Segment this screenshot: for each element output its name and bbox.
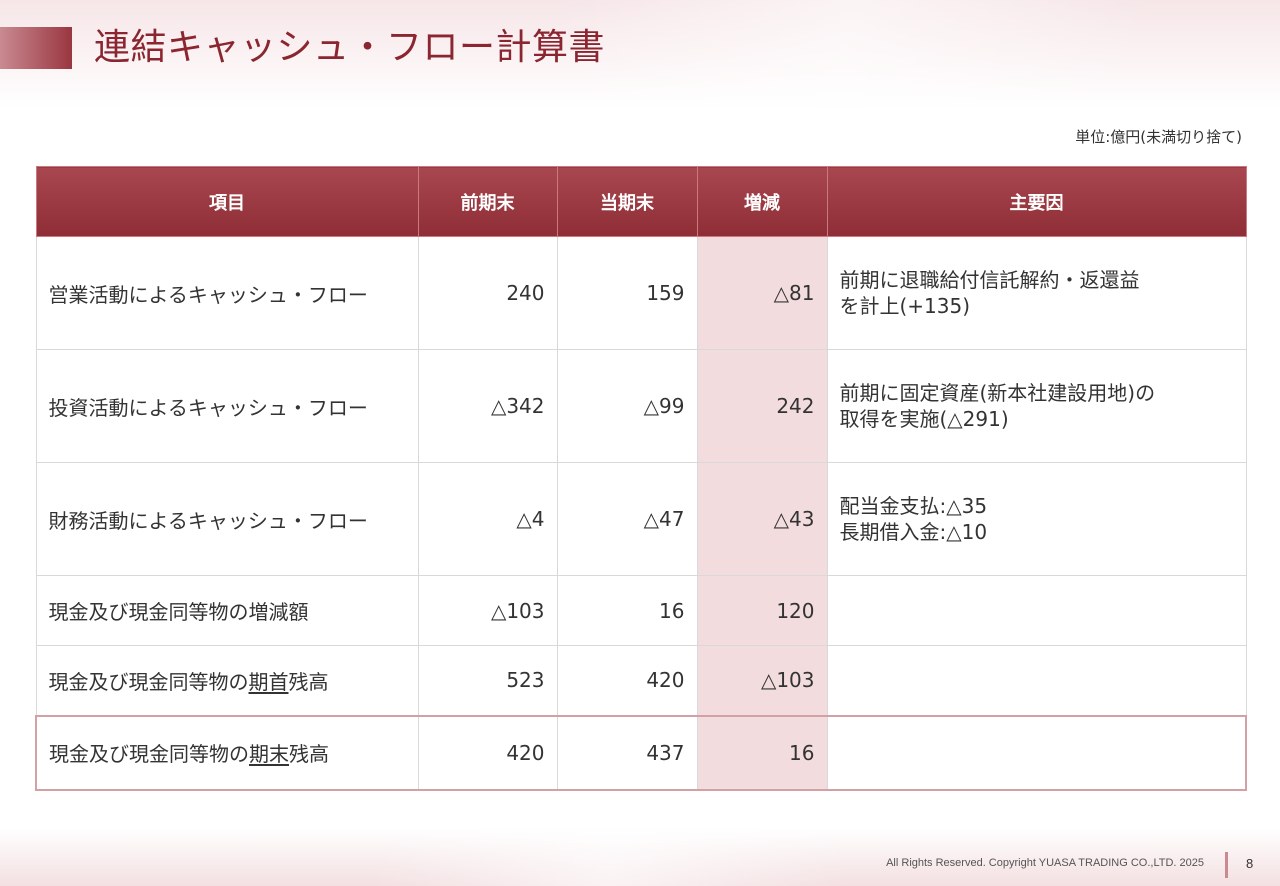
- reason-line: 長期借入金:△10: [839, 520, 988, 544]
- page-title: 連結キャッシュ・フロー計算書: [94, 27, 606, 68]
- row-item: 現金及び現金同等物の増減額: [35, 575, 419, 646]
- reason-line: 前期に固定資産(新本社建設用地)の: [839, 381, 1156, 405]
- item-suffix: 残高: [288, 669, 329, 694]
- table-row: 営業活動によるキャッシュ・フロー 240 159 △81 前期に退職給付信託解約…: [35, 236, 1247, 350]
- row-item: 投資活動によるキャッシュ・フロー: [35, 349, 419, 463]
- row-item: 現金及び現金同等物の期首残高: [35, 645, 419, 716]
- row-change-value: △81: [696, 236, 828, 350]
- reason-line: 取得を実施(△291): [839, 407, 1009, 431]
- row-prev-value: 420: [417, 714, 558, 791]
- row-change-value: △103: [696, 645, 828, 716]
- row-reason: [826, 575, 1247, 646]
- header-item: 項目: [35, 166, 419, 237]
- header-band: [0, 0, 1280, 108]
- row-prev-value: 523: [417, 645, 558, 716]
- row-reason: 配当金支払:△35 長期借入金:△10: [826, 462, 1247, 576]
- header-prev-period: 前期末: [417, 166, 558, 237]
- row-reason: 前期に固定資産(新本社建設用地)の 取得を実施(△291): [826, 349, 1247, 463]
- row-current-value: 437: [556, 714, 698, 791]
- row-prev-value: 240: [417, 236, 558, 350]
- copyright-text: All Rights Reserved. Copyright YUASA TRA…: [886, 857, 1204, 869]
- table-row: 現金及び現金同等物の増減額 △103 16 120: [35, 575, 1247, 646]
- row-prev-value: △103: [417, 575, 558, 646]
- row-item: 営業活動によるキャッシュ・フロー: [35, 236, 419, 350]
- header-current-period: 当期末: [556, 166, 698, 237]
- item-suffix: 残高: [289, 742, 329, 766]
- row-current-value: △47: [556, 462, 698, 576]
- row-change-value: 16: [696, 714, 828, 791]
- row-prev-value: △4: [417, 462, 558, 576]
- row-change-value: 242: [696, 349, 828, 463]
- table-row: 現金及び現金同等物の期首残高 523 420 △103: [35, 645, 1247, 716]
- header-change: 増減: [696, 166, 828, 237]
- row-change-value: △43: [696, 462, 828, 576]
- table-header-row: 項目 前期末 当期末 増減 主要因: [35, 166, 1247, 237]
- item-underlined: 期末: [249, 742, 289, 766]
- cash-flow-table: 項目 前期末 当期末 増減 主要因 営業活動によるキャッシュ・フロー 240 1…: [35, 166, 1247, 791]
- table-row: 財務活動によるキャッシュ・フロー △4 △47 △43 配当金支払:△35 長期…: [35, 462, 1247, 576]
- page-number: 8: [1246, 856, 1254, 871]
- table-row: 投資活動によるキャッシュ・フロー △342 △99 242 前期に固定資産(新本…: [35, 349, 1247, 463]
- reason-line: 配当金支払:△35: [839, 494, 988, 518]
- row-item: 財務活動によるキャッシュ・フロー: [35, 462, 419, 576]
- footer-band: [0, 828, 1280, 886]
- row-reason: [826, 714, 1247, 791]
- row-reason: [826, 645, 1247, 716]
- header-reason: 主要因: [826, 166, 1247, 237]
- title-accent-bar: [0, 27, 72, 69]
- footer-separator: [1225, 852, 1228, 878]
- row-change-value: 120: [696, 575, 828, 646]
- table-row-total: 現金及び現金同等物の期末残高 420 437 16: [35, 714, 1247, 791]
- reason-line: を計上(+135): [839, 294, 971, 318]
- row-prev-value: △342: [417, 349, 558, 463]
- row-current-value: △99: [556, 349, 698, 463]
- row-current-value: 420: [556, 645, 698, 716]
- row-current-value: 159: [556, 236, 698, 350]
- row-item: 現金及び現金同等物の期末残高: [35, 714, 419, 791]
- row-reason: 前期に退職給付信託解約・返還益 を計上(+135): [826, 236, 1247, 350]
- item-prefix: 現金及び現金同等物の: [48, 669, 249, 694]
- item-prefix: 現金及び現金同等物の: [49, 742, 249, 766]
- item-underlined: 期首: [248, 669, 289, 694]
- unit-note: 単位:億円(未満切り捨て): [1075, 128, 1242, 146]
- row-current-value: 16: [556, 575, 698, 646]
- reason-line: 前期に退職給付信託解約・返還益: [839, 268, 1140, 292]
